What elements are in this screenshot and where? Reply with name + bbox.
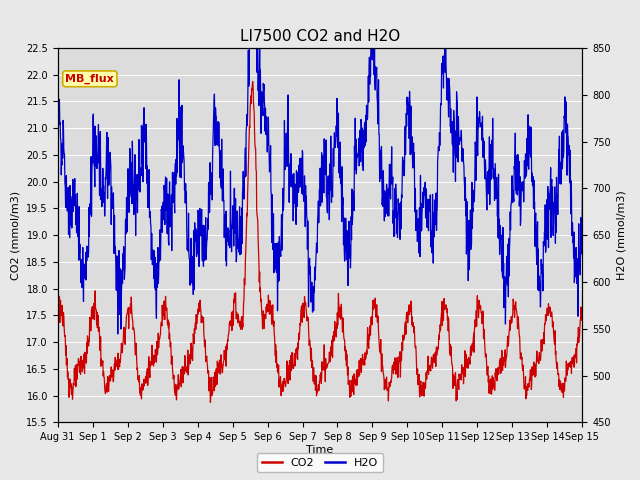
Text: MB_flux: MB_flux [65,74,114,84]
Y-axis label: CO2 (mmol/m3): CO2 (mmol/m3) [11,191,20,280]
X-axis label: Time: Time [307,445,333,455]
Legend: CO2, H2O: CO2, H2O [257,453,383,472]
Y-axis label: H2O (mmol/m3): H2O (mmol/m3) [616,191,627,280]
Title: LI7500 CO2 and H2O: LI7500 CO2 and H2O [240,29,400,44]
